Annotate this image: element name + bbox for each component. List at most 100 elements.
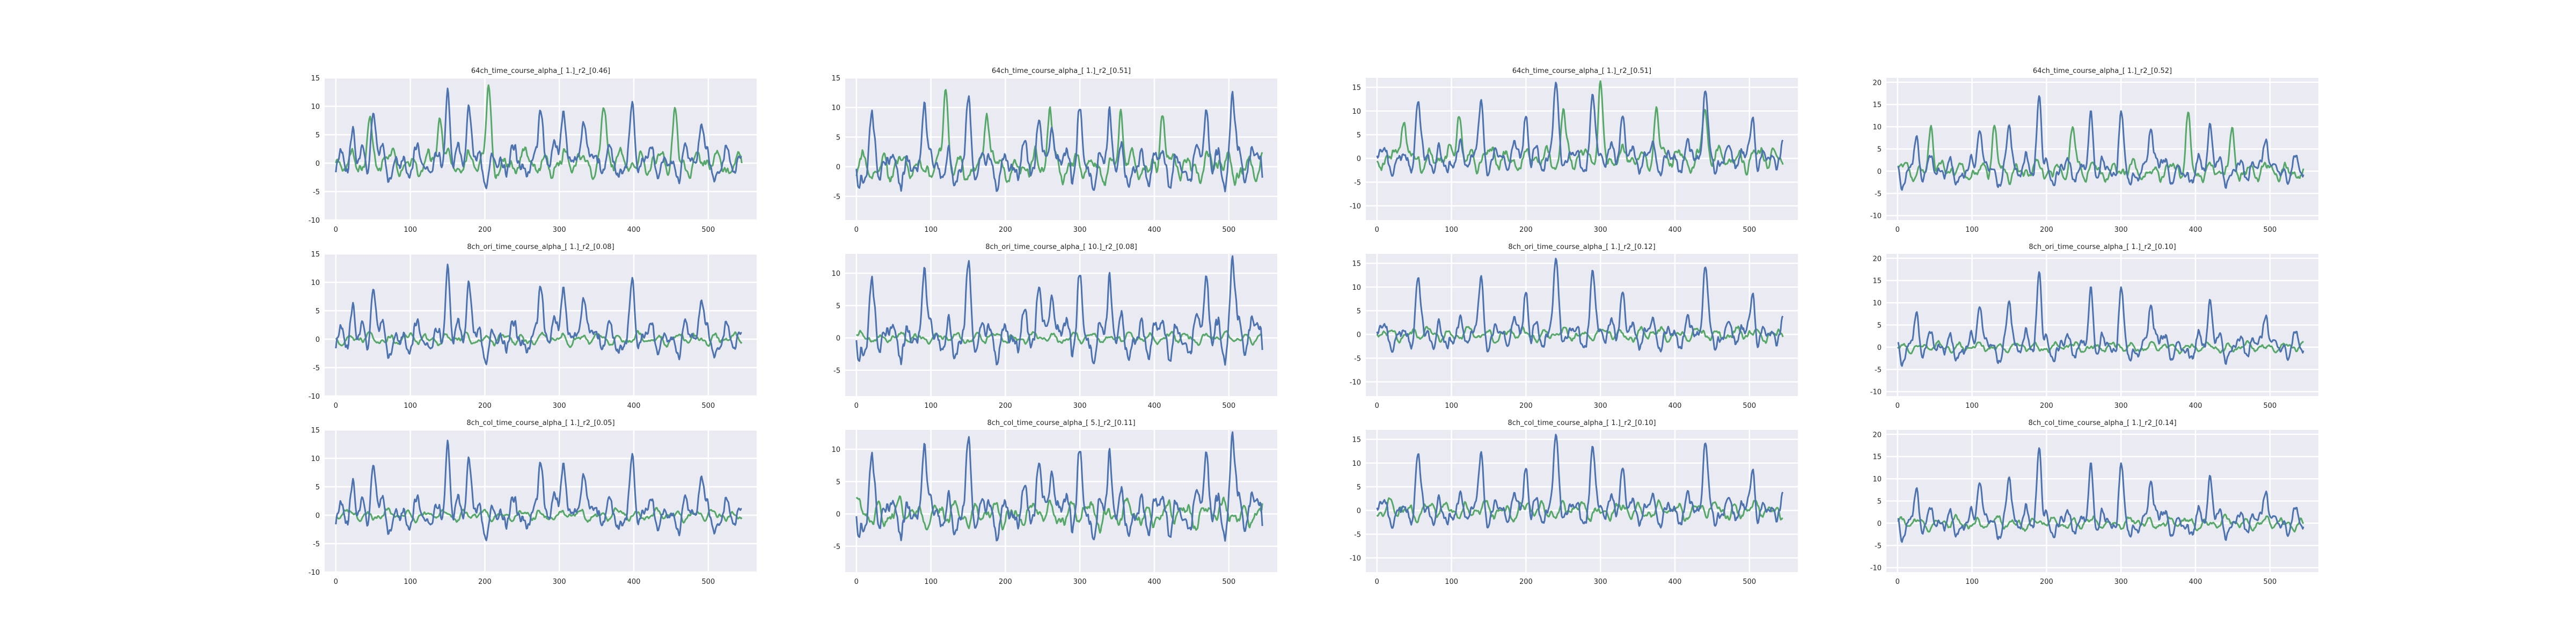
y-tick-label: 15 [1352,436,1361,444]
y-tick-label: 5 [1357,308,1361,316]
x-tick-label: 200 [999,578,1012,586]
x-tick-label: 200 [2040,402,2053,410]
x-tick-label: 300 [1594,402,1607,410]
y-tick-label: 0 [1877,520,1882,528]
y-tick-label: -5 [833,543,840,551]
y-tick-label: 5 [1877,322,1882,330]
y-tick-label: -5 [1875,366,1882,374]
x-tick-label: 400 [2189,578,2202,586]
x-tick-label: 400 [1148,226,1161,234]
y-tick-label: 10 [1872,299,1882,308]
x-tick-label: 400 [627,402,641,410]
subplot-title: 8ch_col_time_course_alpha_[ 1.]_r2_[0.10… [1507,419,1656,427]
subplot-10: 0 100 200 300 400 500 -5 0 5 10 8ch_col_time_cours… [831,419,1277,586]
x-tick-label: 500 [2263,402,2277,410]
y-tick-label: 10 [311,103,320,111]
x-tick-label: 400 [627,578,641,586]
x-tick-label: 300 [1073,578,1087,586]
x-tick-label: 500 [701,402,715,410]
predicted-series-line [1376,80,1784,176]
y-tick-label: -5 [1875,190,1882,198]
plot-area [845,78,1277,220]
x-tick-label: 200 [1519,402,1533,410]
y-tick-label: -10 [1870,389,1882,397]
x-tick-label: 100 [1445,226,1458,234]
y-tick-label: -10 [1350,379,1361,387]
plot-area [845,254,1277,396]
y-tick-label: 0 [1357,507,1361,515]
measured-series-line [1376,258,1784,353]
predicted-series-line [855,330,1263,346]
x-tick-label: 0 [854,226,859,234]
y-tick-label: -10 [309,393,320,401]
x-tick-label: 500 [1743,402,1756,410]
subplot-11: 0 100 200 300 400 500 -10 -5 0 5 10 15 8ch_col_time_… [1350,419,1798,586]
measured-series-line [855,255,1263,366]
x-tick-label: 400 [2189,402,2202,410]
y-tick-label: 5 [836,478,840,486]
y-tick-label: 15 [1352,84,1361,92]
y-tick-label: 20 [1872,79,1882,87]
x-tick-label: 100 [404,226,417,234]
y-tick-label: 0 [836,335,840,343]
subplot-5: 0 100 200 300 400 500 -10 -5 0 5 10 15 8ch_ori_time_… [309,243,757,410]
y-tick-label: 5 [836,134,840,142]
y-tick-label: 0 [836,164,840,172]
subplot-4: 0 100 200 300 400 500 -10 -5 0 5 10 15 20 64ch_time_c… [1870,67,2318,234]
y-tick-label: 20 [1872,255,1882,263]
x-tick-label: 500 [2263,226,2277,234]
y-tick-label: 5 [836,302,840,310]
subplot-title: 64ch_time_course_alpha_[ 1.]_r2_[0.51] [1512,67,1651,75]
subplot-title: 64ch_time_course_alpha_[ 1.]_r2_[0.46] [471,67,610,75]
y-tick-label: -10 [1350,555,1361,563]
x-tick-label: 300 [2114,402,2128,410]
x-tick-label: 0 [854,578,859,586]
y-tick-label: 5 [1877,146,1882,154]
y-tick-label: 10 [1352,108,1361,116]
x-tick-label: 100 [404,402,417,410]
y-tick-label: 20 [1872,431,1882,439]
subplot-title: 8ch_col_time_course_alpha_[ 1.]_r2_[0.05… [466,419,614,427]
x-tick-label: 200 [478,226,492,234]
x-tick-label: 400 [1668,402,1682,410]
x-tick-label: 200 [478,578,492,586]
x-tick-label: 0 [854,402,859,410]
x-tick-label: 300 [1073,226,1087,234]
subplot-title: 8ch_col_time_course_alpha_[ 5.]_r2_[0.11… [987,419,1135,427]
x-tick-label: 300 [2114,226,2128,234]
subplot-title: 8ch_ori_time_course_alpha_[ 1.]_r2_[0.12… [1508,243,1655,251]
y-tick-label: 15 [311,251,320,259]
y-tick-label: -5 [1354,179,1361,187]
x-tick-label: 400 [2189,226,2202,234]
y-tick-label: 10 [1872,475,1882,484]
y-tick-label: -5 [313,188,320,196]
y-tick-label: -5 [833,367,840,375]
predicted-series-line [855,495,1263,534]
x-tick-label: 0 [1896,226,1900,234]
x-tick-label: 100 [1965,226,1979,234]
x-tick-label: 300 [553,578,566,586]
y-tick-label: 5 [316,484,320,492]
x-tick-label: 200 [999,402,1012,410]
x-tick-label: 200 [2040,226,2053,234]
y-tick-label: 0 [1357,155,1361,163]
y-tick-label: 0 [316,160,320,168]
y-tick-label: -10 [309,569,320,577]
x-tick-label: 100 [924,578,938,586]
x-tick-label: 0 [334,402,338,410]
subplot-7: 0 100 200 300 400 500 -10 -5 0 5 10 15 8ch_ori_time_… [1350,243,1798,410]
subplot-2: 0 100 200 300 400 500 -5 0 5 10 15 64ch_time_course… [831,67,1277,234]
plot-area [845,430,1277,572]
x-tick-label: 0 [1375,402,1379,410]
y-tick-label: 0 [1877,344,1882,352]
measured-series-line [335,440,742,541]
subplot-title: 8ch_col_time_course_alpha_[ 1.]_r2_[0.14… [2028,419,2176,427]
y-tick-label: 10 [831,446,840,454]
y-tick-label: -10 [1870,565,1882,573]
x-tick-label: 200 [2040,578,2053,586]
x-tick-label: 100 [1445,402,1458,410]
y-tick-label: -5 [833,193,840,201]
y-tick-label: 10 [1872,123,1882,131]
x-tick-label: 100 [1445,578,1458,586]
x-tick-label: 200 [999,226,1012,234]
